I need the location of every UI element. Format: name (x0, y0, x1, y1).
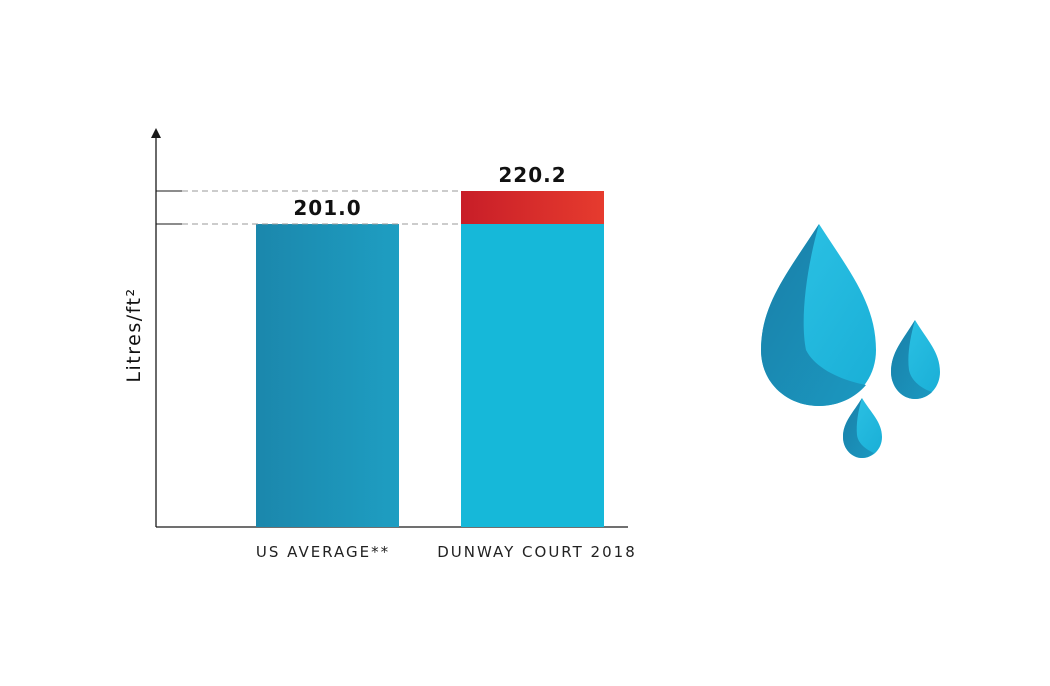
labels: 201.0 US AVERAGE** 220.2 DUNWAY COURT 2018 (256, 163, 636, 561)
value-label-1: 220.2 (498, 163, 566, 187)
bar-1-excess (461, 191, 604, 224)
category-label-0: US AVERAGE** (256, 543, 390, 561)
small-drop (843, 398, 882, 458)
y-axis-arrow (151, 128, 161, 138)
bar-0 (256, 224, 399, 527)
bar-1 (461, 224, 604, 527)
water-drops-icon (761, 224, 940, 458)
right-drop (891, 320, 940, 399)
plot-area: 201.0 US AVERAGE** 220.2 DUNWAY COURT 2018 (151, 128, 636, 561)
value-label-0: 201.0 (293, 196, 361, 220)
large-drop (761, 224, 876, 406)
reference-lines (156, 190, 461, 225)
bars (256, 191, 604, 527)
y-axis-label: Litres/ft² (123, 287, 145, 382)
category-label-1: DUNWAY COURT 2018 (437, 543, 636, 561)
